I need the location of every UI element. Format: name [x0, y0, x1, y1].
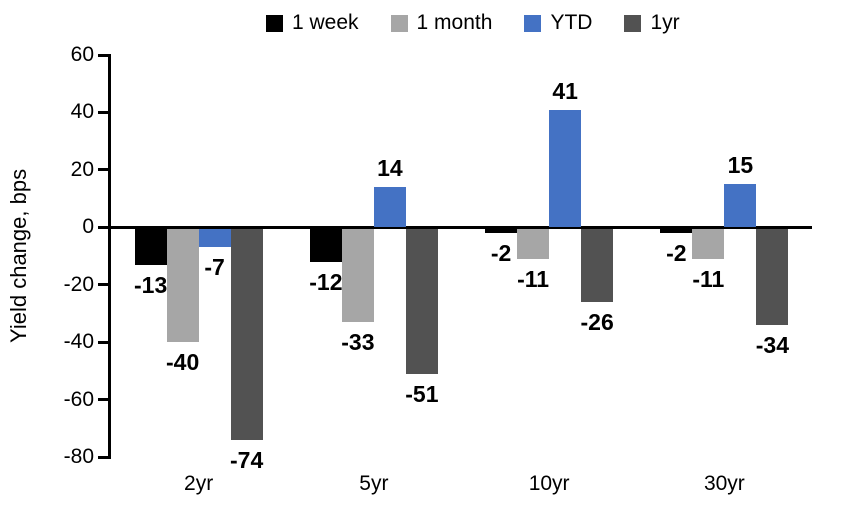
y-tick-label: 20 — [70, 157, 94, 181]
legend-item-1yr: 1yr — [624, 11, 680, 35]
y-tick-mark — [98, 283, 111, 287]
bar-label-ytd-5yr: 14 — [377, 155, 403, 182]
bar-ytd-2yr — [198, 228, 231, 248]
y-tick-mark — [98, 168, 111, 172]
y-tick-label: -40 — [63, 330, 94, 354]
legend-item-1-month: 1 month — [390, 11, 493, 35]
bar-1-week-2yr — [134, 228, 167, 265]
y-tick-mark — [98, 398, 111, 402]
bar-label-1-week-2yr: -13 — [134, 271, 168, 298]
bar-1yr-5yr — [405, 228, 438, 374]
bar-label-ytd-30yr: 15 — [727, 152, 754, 179]
x-category-label-5yr: 5yr — [359, 472, 389, 495]
legend-swatch-1-month — [390, 14, 408, 32]
legend-label: YTD — [550, 11, 593, 34]
legend-item-ytd: YTD — [524, 11, 592, 35]
y-tick-label: 0 — [82, 215, 94, 239]
y-tick-mark — [98, 340, 111, 344]
x-category-label-2yr: 2yr — [184, 472, 214, 495]
y-tick-label: 60 — [70, 43, 94, 66]
y-tick-label: -20 — [63, 272, 94, 296]
bar-label-1yr-10yr: -26 — [580, 308, 614, 335]
bar-1-week-30yr — [660, 228, 693, 234]
bar-label-1-month-5yr: -33 — [341, 329, 375, 356]
legend-label: 1 week — [292, 11, 359, 34]
bar-label-1-month-30yr: -11 — [692, 265, 725, 292]
bar-label-1yr-5yr: -51 — [405, 380, 439, 407]
bar-label-1-week-10yr: -2 — [490, 240, 512, 267]
y-tick-mark — [98, 225, 111, 229]
x-category-label-30yr: 30yr — [703, 472, 745, 495]
bar-label-1yr-2yr: -74 — [230, 446, 264, 473]
bar-1-week-5yr — [309, 228, 342, 262]
x-category-label-10yr: 10yr — [528, 472, 570, 495]
bar-ytd-10yr — [549, 109, 582, 228]
legend-swatch-1-week — [266, 14, 283, 32]
bar-1yr-2yr — [230, 228, 263, 440]
y-tick-mark — [98, 110, 111, 114]
y-tick-label: 40 — [70, 100, 94, 124]
bar-1yr-10yr — [581, 228, 614, 302]
y-axis-title: Yield change, bps — [6, 168, 31, 344]
y-axis-line — [108, 54, 111, 459]
bar-1-month-30yr — [692, 228, 725, 259]
legend-item-1-week: 1 week — [266, 11, 359, 35]
bar-label-1-month-2yr: -40 — [166, 349, 200, 376]
bar-1-month-5yr — [341, 228, 374, 323]
x-axis-line — [108, 225, 812, 229]
legend-label: 1yr — [650, 11, 680, 34]
y-tick-label: -60 — [63, 387, 94, 411]
bar-label-1-month-10yr: -11 — [517, 265, 550, 292]
bar-label-1-week-5yr: -12 — [309, 268, 343, 295]
bar-label-1yr-30yr: -34 — [755, 331, 789, 358]
bar-1-week-10yr — [485, 228, 518, 234]
y-tick-mark — [98, 53, 111, 57]
legend-label: 1 month — [416, 11, 493, 34]
legend-swatch-1yr — [624, 14, 642, 32]
bar-label-ytd-10yr: 41 — [552, 77, 578, 104]
bar-label-1-week-30yr: -2 — [666, 240, 687, 267]
y-tick-mark — [98, 455, 111, 459]
y-tick-label: -80 — [63, 445, 94, 468]
bar-1-month-10yr — [517, 228, 550, 259]
bar-1-month-2yr — [166, 228, 199, 343]
bar-ytd-5yr — [373, 187, 406, 228]
bar-ytd-30yr — [724, 184, 757, 228]
bar-label-ytd-2yr: -7 — [204, 254, 225, 281]
bar-1yr-30yr — [756, 228, 789, 325]
chart-legend: 1 week 1 month YTD 1yr — [266, 8, 680, 38]
legend-swatch-ytd — [524, 14, 542, 32]
